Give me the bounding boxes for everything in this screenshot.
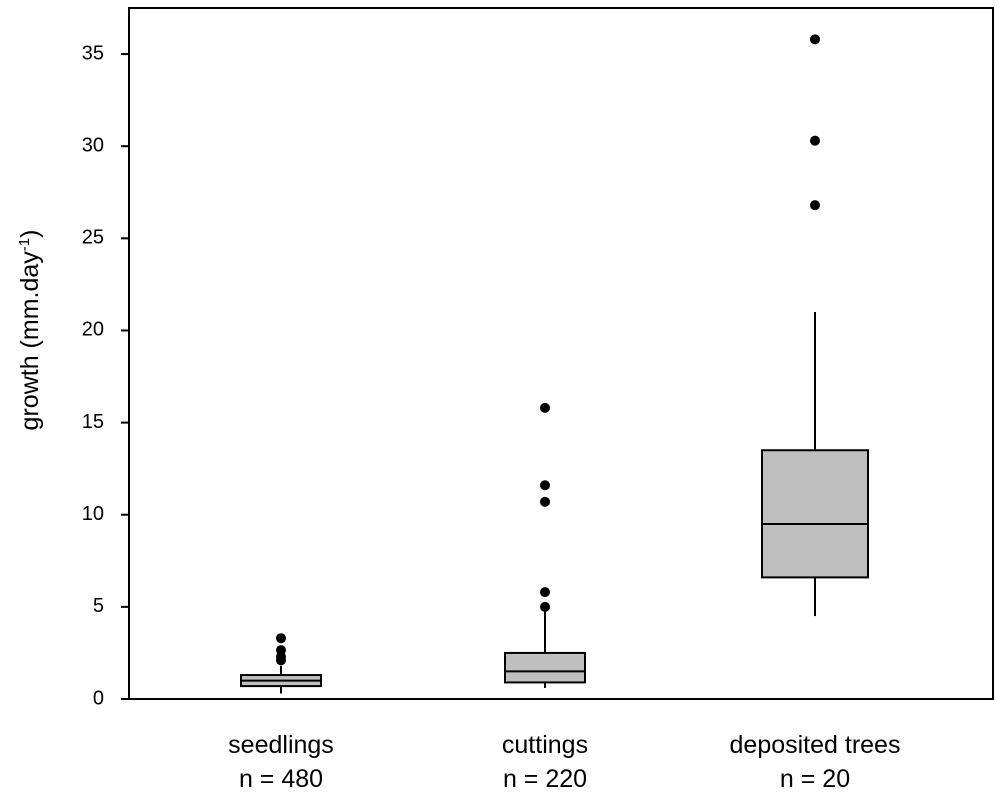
y-axis-label-suffix: ) [16, 230, 44, 238]
outlier [540, 587, 550, 598]
x-tick-label: cuttings [502, 731, 588, 759]
outlier [276, 645, 286, 656]
box [761, 449, 869, 579]
outlier [810, 200, 820, 211]
x-tick-sublabel: n = 480 [239, 765, 323, 793]
y-tick-label: 15 [82, 411, 104, 433]
x-tick-label: deposited trees [730, 731, 901, 759]
x-tick-sublabel: n = 220 [503, 765, 587, 793]
y-tick-label: 0 [93, 687, 104, 709]
y-tick-label: 25 [82, 227, 104, 249]
outlier [810, 34, 820, 45]
y-tick-label: 5 [93, 595, 104, 617]
box [504, 651, 586, 684]
y-axis-label-text: growth (mm.day [16, 251, 44, 431]
x-tick-label: seedlings [228, 731, 334, 759]
plot-frame [128, 7, 994, 700]
outlier [540, 480, 550, 491]
y-tick-label: 20 [82, 319, 104, 341]
outlier [540, 601, 550, 612]
x-tick-sublabel: n = 20 [780, 765, 850, 793]
y-axis-label: growth (mm.day-1) [16, 230, 44, 431]
outlier [540, 402, 550, 413]
outlier [276, 633, 286, 644]
outlier [540, 496, 550, 507]
y-tick-label: 35 [82, 42, 104, 64]
y-tick-label: 30 [82, 134, 104, 156]
outlier [810, 135, 820, 146]
y-axis-label-superscript: -1 [16, 238, 33, 251]
y-tick-label: 10 [82, 503, 104, 525]
